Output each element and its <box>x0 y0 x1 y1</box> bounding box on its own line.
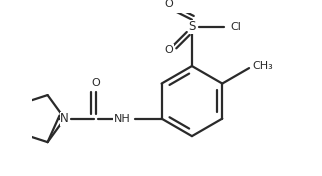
Text: O: O <box>165 0 174 9</box>
Text: O: O <box>165 45 174 55</box>
Text: Cl: Cl <box>230 22 241 32</box>
Text: S: S <box>188 20 195 33</box>
Text: NH: NH <box>114 114 131 124</box>
Text: O: O <box>91 78 100 88</box>
Text: N: N <box>60 112 69 125</box>
Text: CH₃: CH₃ <box>253 61 273 71</box>
